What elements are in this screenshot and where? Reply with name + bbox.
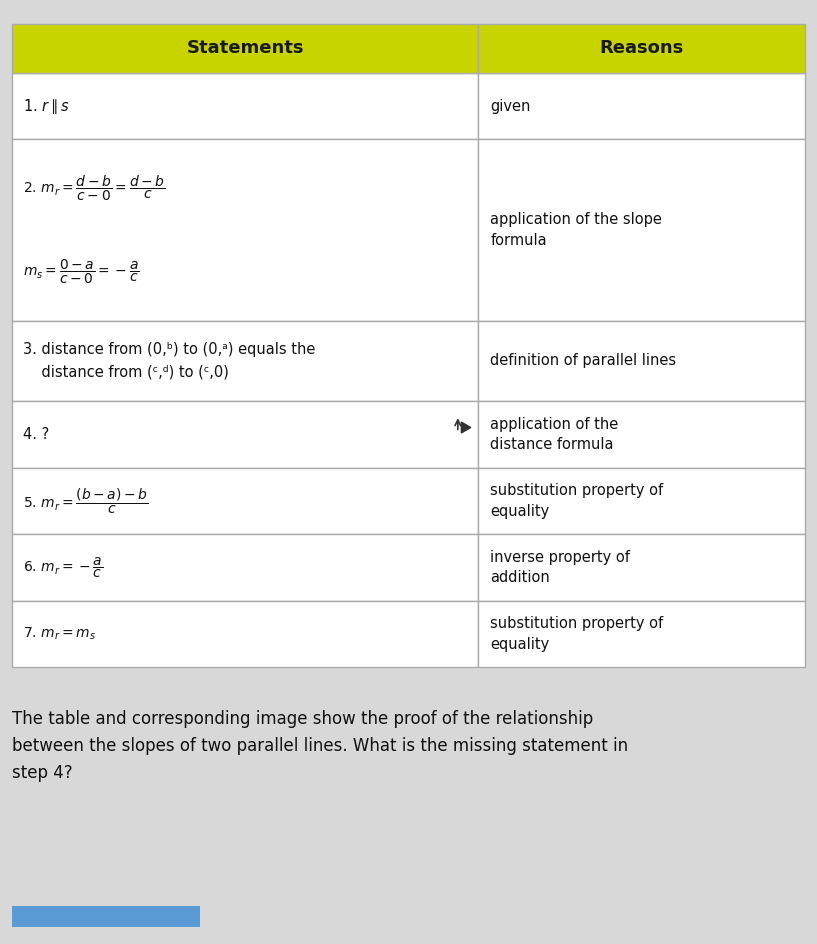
Text: application of the slope
formula: application of the slope formula xyxy=(490,212,663,247)
Text: The table and corresponding image show the proof of the relationship
between the: The table and corresponding image show t… xyxy=(12,710,628,782)
Text: 2. $m_r = \dfrac{d-b}{c-0} = \dfrac{d-b}{c}$: 2. $m_r = \dfrac{d-b}{c-0} = \dfrac{d-b}… xyxy=(23,174,166,203)
Bar xyxy=(478,534,805,600)
Bar xyxy=(12,600,478,667)
Bar xyxy=(12,467,478,534)
Bar xyxy=(12,534,478,600)
Text: inverse property of
addition: inverse property of addition xyxy=(490,549,631,585)
Text: application of the
distance formula: application of the distance formula xyxy=(490,416,618,452)
Bar xyxy=(12,140,478,321)
Bar xyxy=(12,906,200,927)
Text: 3. distance from (0,ᵇ) to (0,ᵃ) equals the
    distance from (ᶜ,ᵈ) to (ᶜ,0): 3. distance from (0,ᵇ) to (0,ᵃ) equals t… xyxy=(23,343,315,379)
Text: substitution property of
equality: substitution property of equality xyxy=(490,616,663,651)
Bar xyxy=(478,73,805,140)
Text: 5. $m_r = \dfrac{(b-a)-b}{c}$: 5. $m_r = \dfrac{(b-a)-b}{c}$ xyxy=(23,486,149,515)
Bar xyxy=(478,24,805,73)
Text: $m_s = \dfrac{0-a}{c-0} = -\dfrac{a}{c}$: $m_s = \dfrac{0-a}{c-0} = -\dfrac{a}{c}$ xyxy=(23,258,140,286)
Text: 7. $m_r = m_s$: 7. $m_r = m_s$ xyxy=(23,626,96,642)
Text: Statements: Statements xyxy=(186,39,304,58)
Bar xyxy=(478,321,805,401)
Bar xyxy=(478,140,805,321)
Bar xyxy=(478,600,805,667)
Text: 1. $r \parallel s$: 1. $r \parallel s$ xyxy=(23,96,69,115)
Text: substitution property of
equality: substitution property of equality xyxy=(490,483,663,518)
Text: given: given xyxy=(490,98,531,113)
Bar xyxy=(478,467,805,534)
Text: Reasons: Reasons xyxy=(600,39,684,58)
Bar xyxy=(12,24,478,73)
Bar xyxy=(12,401,478,467)
Text: 6. $m_r = -\dfrac{a}{c}$: 6. $m_r = -\dfrac{a}{c}$ xyxy=(23,555,103,580)
Bar xyxy=(12,73,478,140)
Bar xyxy=(478,401,805,467)
Bar xyxy=(12,321,478,401)
Text: definition of parallel lines: definition of parallel lines xyxy=(490,353,676,368)
Text: 4. ?: 4. ? xyxy=(23,427,49,442)
